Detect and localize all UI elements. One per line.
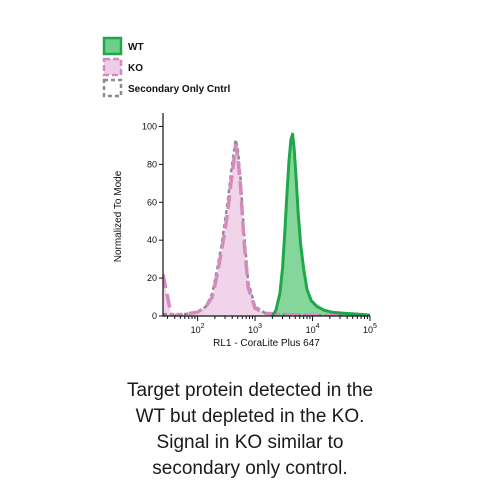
y-tick-label: 20 bbox=[147, 273, 157, 283]
y-tick-label: 100 bbox=[142, 121, 157, 131]
x-tick-label: 105 bbox=[363, 323, 377, 335]
series-fill-wt bbox=[272, 134, 370, 316]
x-axis-label: RL1 - CoraLite Plus 647 bbox=[213, 338, 320, 349]
legend-swatch-secondary-only-cntrl bbox=[102, 78, 123, 98]
series-line-secondary-only-cntrl bbox=[163, 138, 370, 316]
y-tick-label: 0 bbox=[152, 311, 157, 321]
series-line-wt bbox=[271, 132, 370, 316]
chart-svg: WT KO Secondary Only Cntrl 0 20 40 60 80 100 102… bbox=[102, 36, 377, 349]
caption-line-4: secondary only control. bbox=[152, 458, 348, 479]
legend-swatch-ko bbox=[102, 57, 123, 77]
legend-label-ko: KO bbox=[128, 63, 143, 74]
x-tick-label: 104 bbox=[306, 323, 320, 335]
x-tick-label: 103 bbox=[248, 323, 262, 335]
caption-line-2: WT but depleted in the KO. bbox=[135, 406, 365, 427]
plot-area bbox=[163, 132, 370, 316]
y-tick-label: 60 bbox=[147, 197, 157, 207]
legend-label-secondary-only-cntrl: Secondary Only Cntrl bbox=[128, 84, 230, 95]
caption-line-3: Signal in KO similar to bbox=[156, 432, 344, 453]
legend-swatch-wt bbox=[102, 36, 123, 56]
series-line-ko bbox=[163, 143, 370, 316]
histogram-chart: WT KO Secondary Only Cntrl 0 20 40 60 80 100 102… bbox=[102, 36, 377, 349]
x-tick-label: 102 bbox=[191, 323, 205, 335]
y-axis-label: Normalized To Mode bbox=[113, 170, 124, 262]
caption-line-1: Target protein detected in the bbox=[126, 380, 374, 401]
y-tick-label: 40 bbox=[147, 235, 157, 245]
legend: WT KO Secondary Only Cntrl bbox=[102, 36, 230, 98]
caption: Target protein detected in the WT but de… bbox=[40, 378, 460, 482]
axes: 0 20 40 60 80 100 102 103 104 105 RL1 - CoraLite P… bbox=[113, 113, 377, 349]
series-fill-ko bbox=[163, 145, 370, 316]
legend-label-wt: WT bbox=[128, 42, 144, 53]
y-tick-label: 80 bbox=[147, 159, 157, 169]
